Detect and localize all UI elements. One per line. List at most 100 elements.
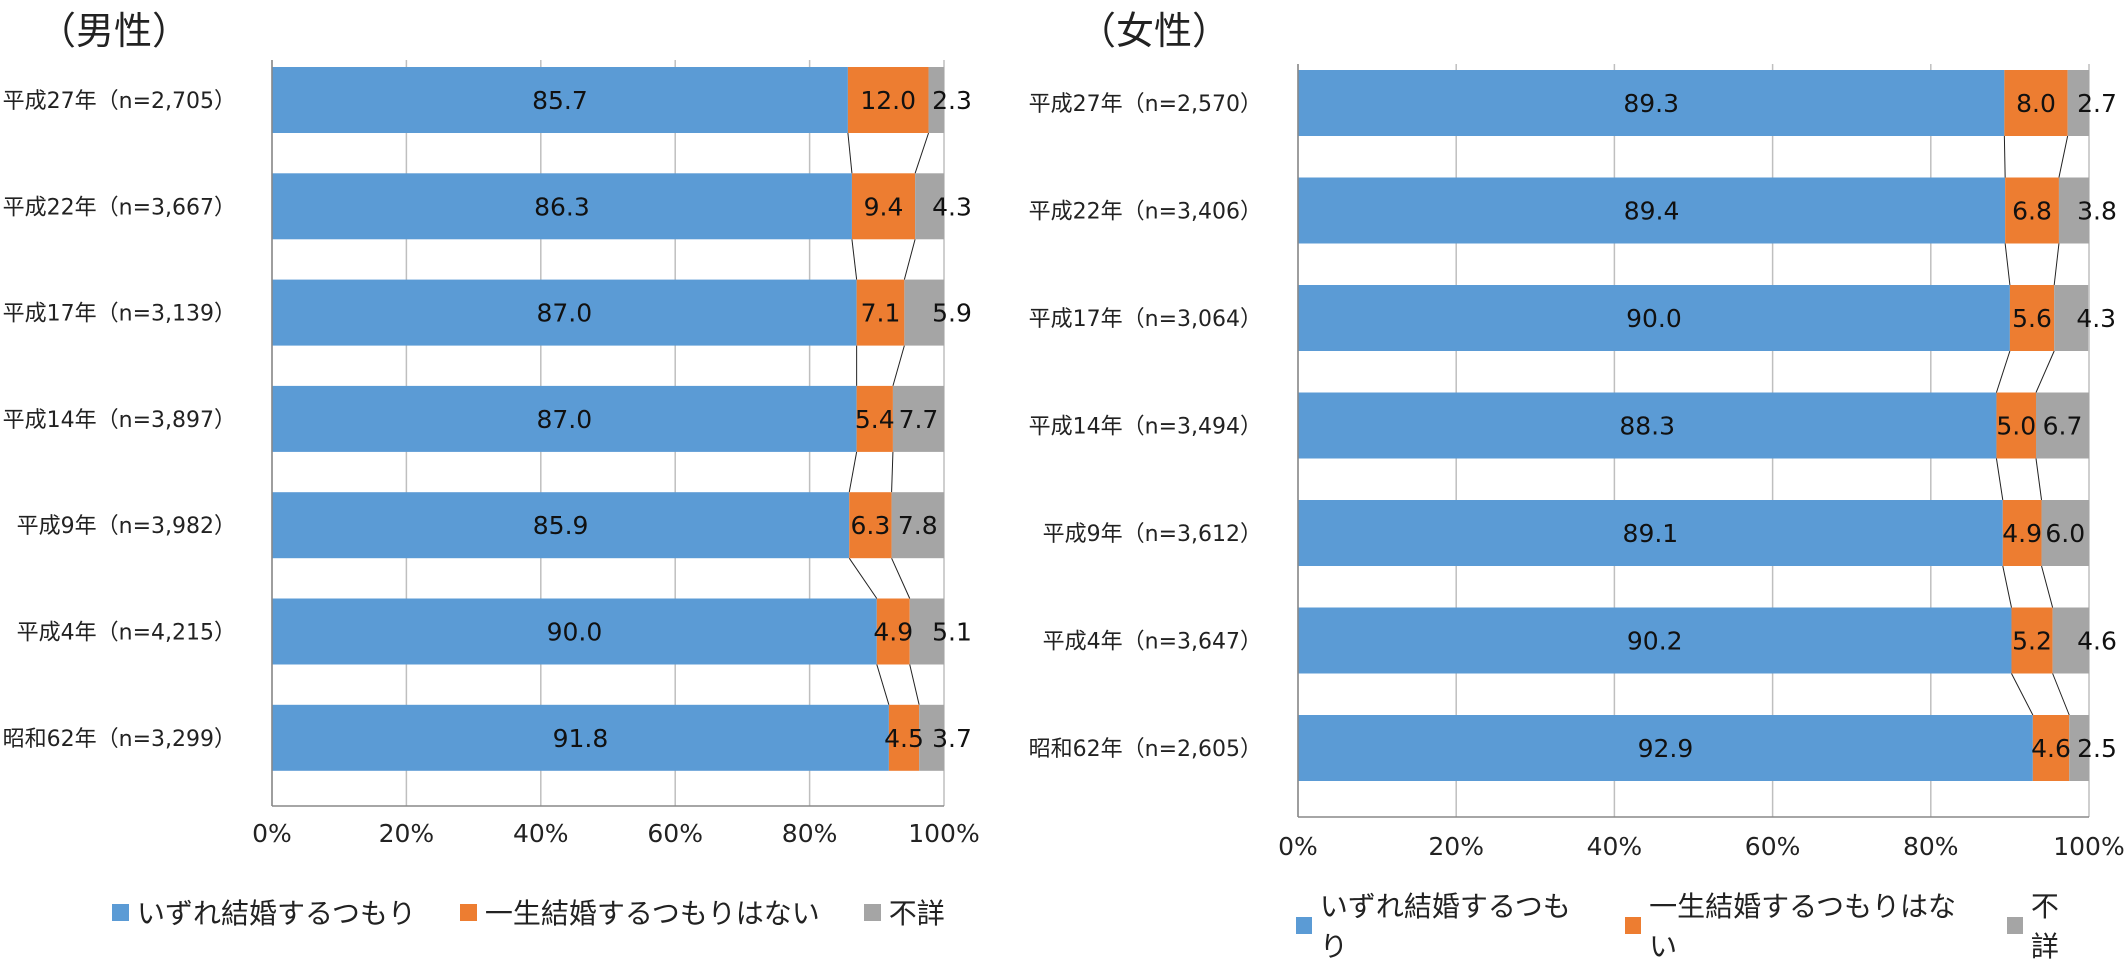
data-label: 89.4 bbox=[1624, 197, 1680, 226]
data-label: 90.2 bbox=[1627, 627, 1683, 656]
data-label: 87.0 bbox=[536, 299, 592, 328]
data-label: 85.9 bbox=[533, 511, 589, 540]
male-chart: 0% 20% 40% 60% 80% 100% 平成27年（n=2,705） 85.7 12.0… bbox=[3, 60, 980, 848]
bar-segment-never-marry bbox=[888, 704, 920, 771]
data-label: 6.8 bbox=[2012, 197, 2052, 226]
data-label: 7.8 bbox=[898, 511, 938, 540]
bar-segment-plan-to-marry bbox=[1298, 285, 2010, 351]
data-label: 90.0 bbox=[1626, 304, 1682, 333]
legend-label: 一生結婚するつもりはない bbox=[484, 897, 820, 930]
series-connector-line bbox=[1995, 350, 2011, 393]
series-connector-line bbox=[2035, 350, 2055, 393]
data-label: 5.0 bbox=[1996, 412, 2036, 441]
category-label: 平成9年（n=3,612） bbox=[1043, 522, 1262, 547]
category-label: 平成27年（n=2,705） bbox=[3, 89, 236, 114]
series-connector-line bbox=[2053, 243, 2060, 286]
category-label: 平成14年（n=3,494） bbox=[1029, 415, 1262, 440]
x-tick-label: 20% bbox=[379, 819, 435, 848]
x-tick-label: 100% bbox=[908, 819, 979, 848]
bar-segment-plan-to-marry bbox=[1298, 70, 2005, 136]
legend-item-never-marry: 一生結婚するつもりはない bbox=[1625, 885, 1963, 965]
category-label: 昭和62年（n=2,605） bbox=[1029, 737, 1262, 762]
category-label: 平成17年（n=3,064） bbox=[1029, 307, 1262, 332]
series-connector-line bbox=[2041, 565, 2054, 608]
legend-swatch-gray bbox=[2006, 916, 2023, 934]
data-label: 87.0 bbox=[536, 405, 592, 434]
series-connector-line bbox=[891, 451, 894, 493]
bar-segment-never-marry bbox=[856, 279, 905, 346]
bar-segment-never-marry bbox=[1996, 392, 2037, 459]
bar-segment-never-marry bbox=[847, 67, 929, 133]
data-label: 6.3 bbox=[851, 511, 891, 540]
bar-segment-plan-to-marry bbox=[272, 67, 848, 133]
bar-segment-plan-to-marry bbox=[1298, 500, 2003, 566]
bar-segment-never-marry bbox=[851, 173, 916, 240]
bar-segment-never-marry bbox=[876, 598, 910, 665]
bar-segment-plan-to-marry bbox=[272, 704, 889, 771]
bar-segment-unknown bbox=[892, 385, 944, 452]
bar-segment-unknown bbox=[915, 173, 944, 240]
female-chart: 0% 20% 40% 60% 80% 100% 平成27年（n=2,570） 89.3 8.0 2… bbox=[1029, 64, 2125, 861]
series-connector-line bbox=[2058, 135, 2069, 178]
x-tick-label: 20% bbox=[1428, 832, 1484, 861]
legend-label: 一生結婚するつもりはない bbox=[1649, 890, 1957, 963]
data-label: 92.9 bbox=[1638, 734, 1694, 763]
bar-segment-never-marry bbox=[2032, 715, 2070, 781]
data-label: 6.0 bbox=[2045, 519, 2085, 548]
series-connector-line bbox=[892, 345, 905, 387]
series-connector-line bbox=[2002, 565, 2012, 608]
series-connector-line bbox=[903, 239, 916, 280]
category-label: 平成9年（n=3,982） bbox=[17, 514, 236, 539]
bar-segment-unknown bbox=[2036, 392, 2089, 459]
data-label: 88.3 bbox=[1619, 412, 1675, 441]
data-label: 4.9 bbox=[2002, 519, 2042, 548]
male-legend: いずれ結婚するつもり 一生結婚するつもりはない 不詳 bbox=[112, 892, 989, 932]
data-label: 86.3 bbox=[534, 192, 590, 221]
category-label: 平成22年（n=3,667） bbox=[3, 195, 236, 220]
data-label: 2.5 bbox=[2077, 734, 2117, 763]
legend-item-never-marry: 一生結婚するつもりはない bbox=[459, 892, 820, 932]
bar-segment-never-marry bbox=[2005, 177, 2059, 244]
legend-item-plan-to-marry: いずれ結婚するつもり bbox=[112, 892, 416, 932]
legend-item-plan-to-marry: いずれ結婚するつもり bbox=[1296, 885, 1581, 965]
data-label: 2.7 bbox=[2077, 89, 2117, 118]
series-connector-line bbox=[1995, 458, 2004, 501]
bar-segment-plan-to-marry bbox=[272, 492, 850, 559]
data-label: 7.1 bbox=[861, 299, 901, 328]
x-tick-label: 0% bbox=[252, 819, 292, 848]
data-label: 5.6 bbox=[2012, 304, 2052, 333]
data-label: 4.3 bbox=[932, 192, 972, 221]
legend-swatch-orange bbox=[459, 903, 477, 921]
bar-segment-plan-to-marry bbox=[272, 598, 877, 665]
category-label: 平成14年（n=3,897） bbox=[3, 408, 236, 433]
data-label: 4.3 bbox=[2076, 304, 2116, 333]
series-connector-line bbox=[914, 132, 930, 174]
category-label: 平成27年（n=2,570） bbox=[1029, 92, 1262, 117]
data-label: 12.0 bbox=[860, 86, 916, 115]
legend-swatch-blue bbox=[112, 903, 129, 921]
series-connector-line bbox=[2011, 673, 2034, 716]
bar-segment-never-marry bbox=[2002, 500, 2042, 566]
category-label: 平成4年（n=4,215） bbox=[17, 621, 236, 646]
bar-segment-unknown bbox=[2067, 70, 2089, 136]
male-chart-title: （男性） bbox=[38, 9, 191, 53]
bar-segment-unknown bbox=[928, 67, 944, 133]
bar-segment-unknown bbox=[2058, 177, 2089, 244]
series-connector-line bbox=[876, 664, 890, 705]
data-label: 2.3 bbox=[932, 86, 972, 115]
bar-segment-unknown bbox=[2054, 285, 2089, 351]
data-label: 4.6 bbox=[2077, 627, 2117, 656]
data-label: 4.9 bbox=[873, 618, 913, 647]
bar-segment-never-marry bbox=[849, 492, 892, 559]
bar-segment-never-marry bbox=[2004, 70, 2068, 136]
series-connector-line bbox=[891, 557, 911, 599]
x-tick-label: 40% bbox=[1587, 832, 1643, 861]
x-tick-label: 0% bbox=[1278, 832, 1318, 861]
legend-swatch-orange bbox=[1625, 916, 1642, 934]
legend-swatch-gray bbox=[863, 903, 881, 921]
bar-segment-never-marry bbox=[2011, 607, 2053, 674]
series-connector-line bbox=[2035, 458, 2043, 501]
legend-label: 不詳 bbox=[888, 897, 945, 930]
x-tick-label: 60% bbox=[647, 819, 703, 848]
data-label: 3.8 bbox=[2077, 197, 2117, 226]
